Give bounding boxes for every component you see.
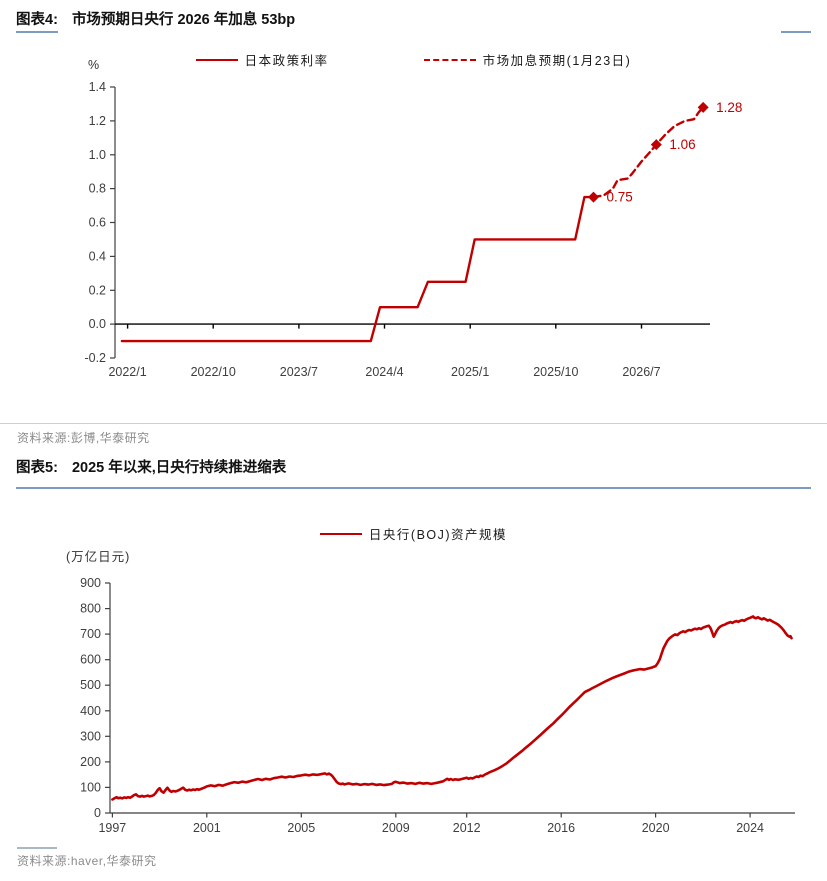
marker-value-label: 0.75	[607, 190, 633, 205]
figure5-legend: 日央行(BOJ)资产规模	[0, 524, 827, 543]
figure4-bottom-divider	[0, 423, 827, 424]
y-tick-label: 1.4	[89, 80, 106, 94]
y-tick-label: 400	[80, 704, 101, 718]
x-tick-label: 2012	[453, 821, 481, 835]
y-tick-label: -0.2	[84, 351, 106, 365]
y-tick-label: 0.4	[89, 249, 106, 263]
legend-label-boj-assets: 日央行(BOJ)资产规模	[368, 528, 508, 542]
legend-item-boj-assets: 日央行(BOJ)资产规模	[319, 524, 508, 543]
y-tick-label: 800	[80, 602, 101, 616]
figure5-y-axis-unit: (万亿日元)	[66, 550, 131, 564]
x-tick-label: 2024	[736, 821, 764, 835]
x-tick-label: 2016	[547, 821, 575, 835]
y-tick-label: 300	[80, 729, 101, 743]
solid-line-swatch-icon	[319, 532, 362, 535]
figure4-legend: 日本政策利率 市场加息预期(1月23日)	[0, 50, 827, 69]
dashed-line-swatch-icon	[423, 58, 476, 61]
x-axis	[115, 323, 710, 329]
legend-label-policy-rate: 日本政策利率	[244, 54, 329, 68]
figure5-title: 2025 年以来,日央行持续推进缩表	[71, 460, 287, 476]
x-tick-label: 2024/4	[365, 365, 403, 379]
y-tick-label: 900	[80, 576, 101, 590]
x-tick-label: 2001	[193, 821, 221, 835]
marker-diamond-icon	[588, 191, 600, 203]
y-tick-label: 600	[80, 653, 101, 667]
y-tick-label: 1.0	[89, 148, 106, 162]
figure5-heading: 图表5: 2025 年以来,日央行持续推进缩表	[16, 456, 811, 489]
x-tick-label: 2026/7	[622, 365, 660, 379]
legend-label-market-expectation: 市场加息预期(1月23日)	[482, 54, 632, 68]
y-tick-label: 700	[80, 627, 101, 641]
x-tick-label: 2025/1	[451, 365, 489, 379]
x-tick-label: 2022/1	[108, 365, 146, 379]
y-axis	[110, 86, 116, 359]
series-line-dashed	[592, 106, 705, 199]
y-tick-label: 0.8	[89, 182, 106, 196]
figure5-source-rule	[17, 847, 57, 849]
figure5-source: 资料来源:haver,华泰研究	[17, 854, 157, 868]
series-line-solid	[111, 615, 793, 801]
y-axis	[105, 582, 111, 814]
figure4-heading: 图表4: 市场预期日央行 2026 年加息 53bp	[16, 8, 811, 33]
y-tick-label: 0.0	[89, 317, 106, 331]
y-tick-label: 1.2	[89, 114, 106, 128]
x-tick-label: 2022/10	[191, 365, 236, 379]
figure4-y-axis-unit: %	[88, 58, 101, 72]
legend-item-policy-rate: 日本政策利率	[195, 50, 329, 69]
marker-diamond-icon	[650, 139, 662, 151]
y-tick-label: 500	[80, 678, 101, 692]
figure5-label: 图表5:	[16, 460, 58, 476]
x-axis	[110, 812, 795, 818]
figure4-label: 图表4:	[16, 12, 58, 33]
x-tick-label: 2005	[287, 821, 315, 835]
y-tick-label: 200	[80, 755, 101, 769]
y-tick-label: 0	[94, 806, 101, 820]
x-tick-label: 2020	[642, 821, 670, 835]
marker-diamond-icon	[697, 101, 709, 113]
x-tick-label: 2025/10	[533, 365, 578, 379]
figure4-heading-rule-right	[781, 31, 811, 33]
y-tick-label: 0.6	[89, 216, 106, 230]
x-tick-label: 2023/7	[280, 365, 318, 379]
series-line-solid	[120, 195, 595, 343]
y-tick-label: 100	[80, 780, 101, 794]
x-tick-label: 1997	[98, 821, 126, 835]
x-tick-label: 2009	[382, 821, 410, 835]
marker-value-label: 1.06	[669, 137, 695, 152]
figure4-source: 资料来源:彭博,华泰研究	[17, 431, 150, 445]
marker-value-label: 1.28	[716, 100, 742, 115]
solid-line-swatch-icon	[195, 58, 238, 61]
legend-item-market-expectation: 市场加息预期(1月23日)	[423, 50, 632, 69]
y-tick-label: 0.2	[89, 283, 106, 297]
figure4-title: 市场预期日央行 2026 年加息 53bp	[71, 12, 296, 28]
